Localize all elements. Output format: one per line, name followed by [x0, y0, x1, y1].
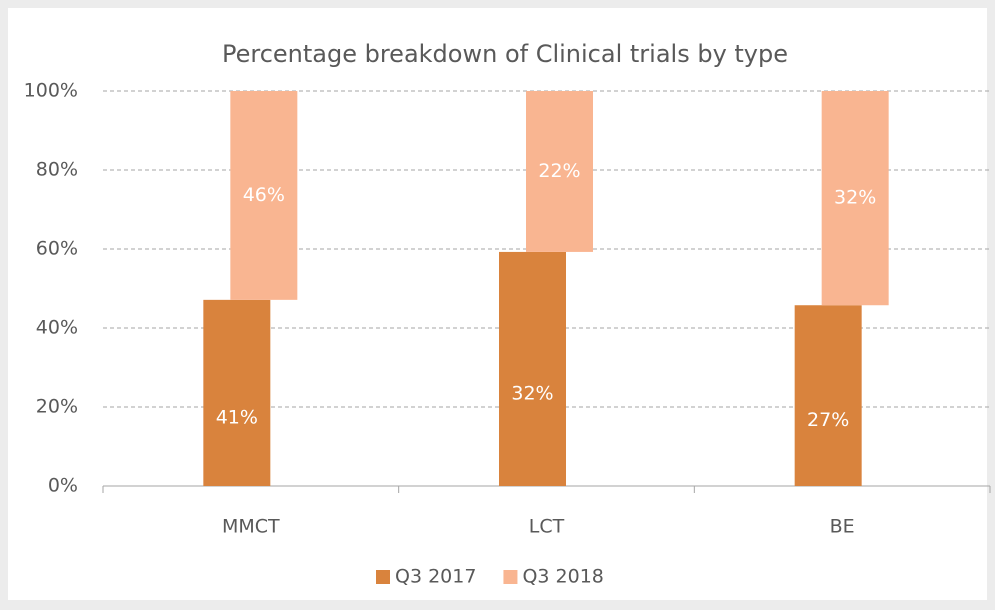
data-label: 32% — [834, 187, 876, 209]
legend-swatch — [503, 570, 518, 584]
bar — [230, 91, 298, 300]
bar — [499, 251, 566, 486]
bar — [203, 299, 271, 486]
y-tick-label: 0% — [48, 475, 78, 497]
chart-title: Percentage breakdown of Clinical trials … — [222, 40, 788, 68]
y-tick-label: 20% — [36, 396, 78, 418]
data-label: 22% — [538, 160, 580, 182]
data-label: 41% — [216, 406, 258, 428]
bar — [821, 91, 889, 306]
y-tick-label: 40% — [36, 317, 78, 339]
y-tick-label: 80% — [36, 159, 78, 181]
y-tick-label: 60% — [36, 238, 78, 260]
y-tick-label: 100% — [24, 80, 78, 102]
data-label: 46% — [243, 184, 285, 206]
data-label: 27% — [807, 409, 849, 431]
data-label: 32% — [511, 382, 553, 404]
x-tick-label: LCT — [529, 516, 565, 538]
bar — [794, 305, 862, 486]
bar — [526, 91, 593, 252]
x-tick-label: MMCT — [222, 516, 280, 538]
x-tick-label: BE — [830, 516, 855, 538]
legend-swatch — [376, 570, 390, 584]
legend-label: Q3 2018 — [522, 566, 603, 588]
legend-label: Q3 2017 — [395, 566, 476, 588]
